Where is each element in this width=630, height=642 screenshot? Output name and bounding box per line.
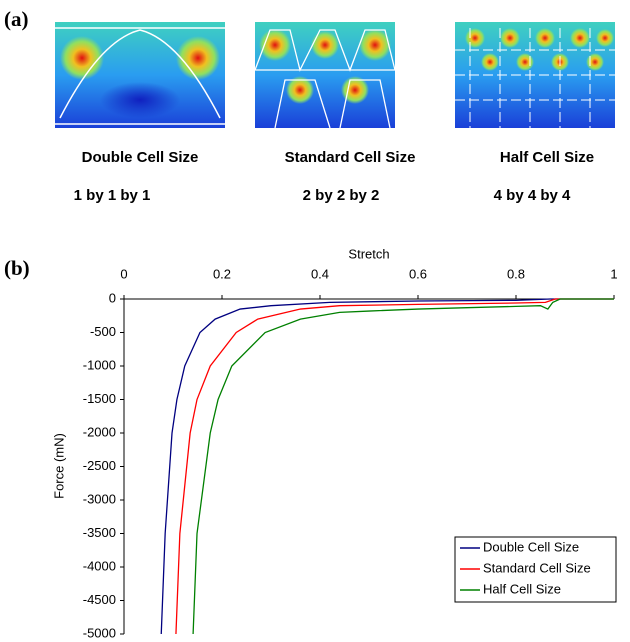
- y-tick-label: -3000: [83, 491, 116, 506]
- x-tick-label: 0.6: [409, 266, 427, 281]
- figure: (a) Double Cell Size Standard Cell Size …: [0, 0, 630, 642]
- x-tick-label: 0: [120, 266, 127, 281]
- y-tick-label: 0: [109, 290, 116, 305]
- y-tick-label: -1500: [83, 391, 116, 406]
- x-tick-label: 0.8: [507, 266, 525, 281]
- y-tick-label: -2500: [83, 458, 116, 473]
- panel-label: (b): [4, 256, 30, 280]
- caption: Standard Cell Size: [285, 149, 416, 166]
- caption: Double Cell Size: [82, 149, 199, 166]
- y-tick-label: -1000: [83, 357, 116, 372]
- y-tick-label: -5000: [83, 625, 116, 640]
- caption: 1 by 1 by 1: [74, 187, 151, 204]
- y-tick-label: -4500: [83, 592, 116, 607]
- y-tick-label: -3500: [83, 525, 116, 540]
- caption: Half Cell Size: [500, 149, 594, 166]
- sim-image: [455, 22, 615, 128]
- x-tick-label: 0.2: [213, 266, 231, 281]
- x-tick-label: 0.4: [311, 266, 329, 281]
- sim-image: [55, 22, 225, 128]
- caption: 4 by 4 by 4: [494, 187, 571, 204]
- caption: 2 by 2 by 2: [303, 187, 380, 204]
- y-tick-label: -500: [90, 324, 116, 339]
- y-tick-label: -4000: [83, 558, 116, 573]
- y-tick-label: -2000: [83, 424, 116, 439]
- legend-label: Double Cell Size: [483, 539, 579, 554]
- legend-label: Half Cell Size: [483, 581, 561, 596]
- x-tick-label: 1: [610, 266, 617, 281]
- y-axis-label: Force (mN): [51, 433, 66, 499]
- legend-label: Standard Cell Size: [483, 560, 591, 575]
- sim-image: [255, 22, 395, 128]
- panel-label: (a): [4, 7, 29, 31]
- x-axis-label: Stretch: [348, 246, 389, 261]
